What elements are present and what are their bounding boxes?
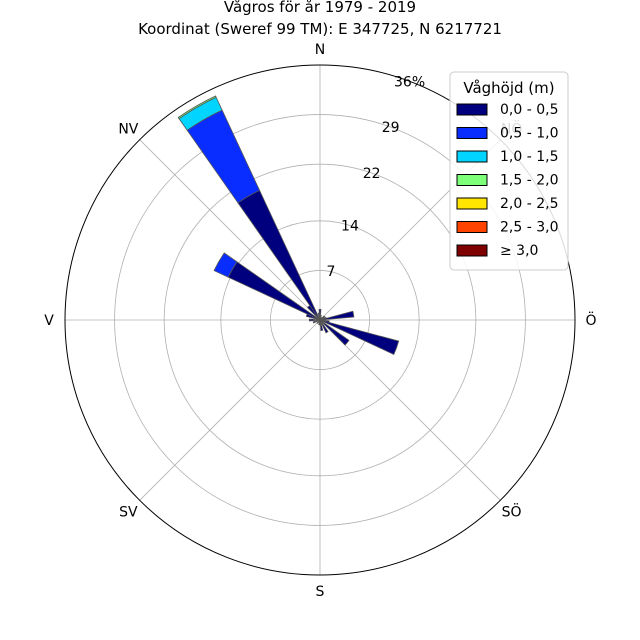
direction-label-6: V xyxy=(44,313,54,329)
legend-label-1: 0,5 - 1,0 xyxy=(500,126,558,142)
bar-130-bin-0 xyxy=(319,319,350,346)
radial-tick-label-2: 22 xyxy=(363,166,381,182)
bar-170-bin-0 xyxy=(319,319,324,332)
bar-270-bin-0 xyxy=(308,318,321,322)
radial-tick-label-4: 36% xyxy=(394,74,425,90)
grid-spoke xyxy=(139,319,321,501)
legend-swatch-5 xyxy=(456,221,488,233)
legend-label-6: ≥ 3,0 xyxy=(500,243,538,259)
bar-330-bin-3 xyxy=(177,95,217,120)
grid-spoke xyxy=(319,319,501,501)
bar-0-bin-0 xyxy=(318,308,322,321)
direction-label-7: NV xyxy=(118,121,138,137)
legend-label-0: 0,0 - 0,5 xyxy=(500,102,558,118)
legend-swatch-3 xyxy=(456,174,488,186)
bar-250-bin-0 xyxy=(312,319,321,324)
legend-label-5: 2,5 - 3,0 xyxy=(500,220,558,236)
chart-title-line2: Koordinat (Sweref 99 TM): E 347725, N 62… xyxy=(138,20,502,38)
legend-swatch-4 xyxy=(456,197,488,210)
direction-label-2: Ö xyxy=(585,311,596,329)
grid-spoke xyxy=(139,139,321,321)
bar-220-bin-0 xyxy=(316,319,321,325)
polar-frame xyxy=(64,64,576,576)
radial-tick-label-1: 14 xyxy=(341,218,359,234)
legend-label-2: 1,0 - 1,5 xyxy=(500,149,558,165)
chart-title-line1: Vågros för år 1979 - 2019 xyxy=(224,0,416,16)
legend-swatch-1 xyxy=(456,127,488,139)
legend-title: Våghöjd (m) xyxy=(463,79,554,97)
direction-label-0: N xyxy=(315,42,325,58)
bars-group xyxy=(177,95,400,355)
legend-swatch-2 xyxy=(456,150,488,163)
radial-tick-label-0: 7 xyxy=(327,264,336,280)
legend-entries: 0,0 - 0,5 0,5 - 1,0 1,0 - 1,5 1,5 - 2,0 2,0 … xyxy=(456,102,558,259)
direction-label-3: SÖ xyxy=(502,503,522,521)
bar-300-bin-1 xyxy=(213,252,238,278)
radial-tick-label-3: 29 xyxy=(382,120,400,136)
bar-80-bin-0 xyxy=(319,310,355,321)
bar-110-bin-0 xyxy=(319,319,400,355)
direction-label-4: S xyxy=(316,584,325,600)
legend-box xyxy=(449,71,569,271)
legend-label-4: 2,0 - 2,5 xyxy=(500,196,558,212)
legend-label-3: 1,5 - 2,0 xyxy=(500,173,558,189)
bar-350-bin-0 xyxy=(317,312,321,321)
bar-150-bin-0 xyxy=(319,319,329,334)
bar-190-bin-0 xyxy=(318,319,321,326)
legend: Våghöjd (m) 0,0 - 0,5 0,5 - 1,0 1,0 - 1,5 1… xyxy=(449,71,569,271)
bar-330-bin-1 xyxy=(186,109,261,204)
polar-grid xyxy=(65,65,575,575)
bar-50-bin-0 xyxy=(319,315,326,321)
direction-label-5: SV xyxy=(119,505,138,521)
radial-tick-labels: 7 14 22 29 36% xyxy=(327,74,426,280)
legend-swatch-0 xyxy=(456,103,488,116)
legend-swatch-6 xyxy=(456,244,488,257)
